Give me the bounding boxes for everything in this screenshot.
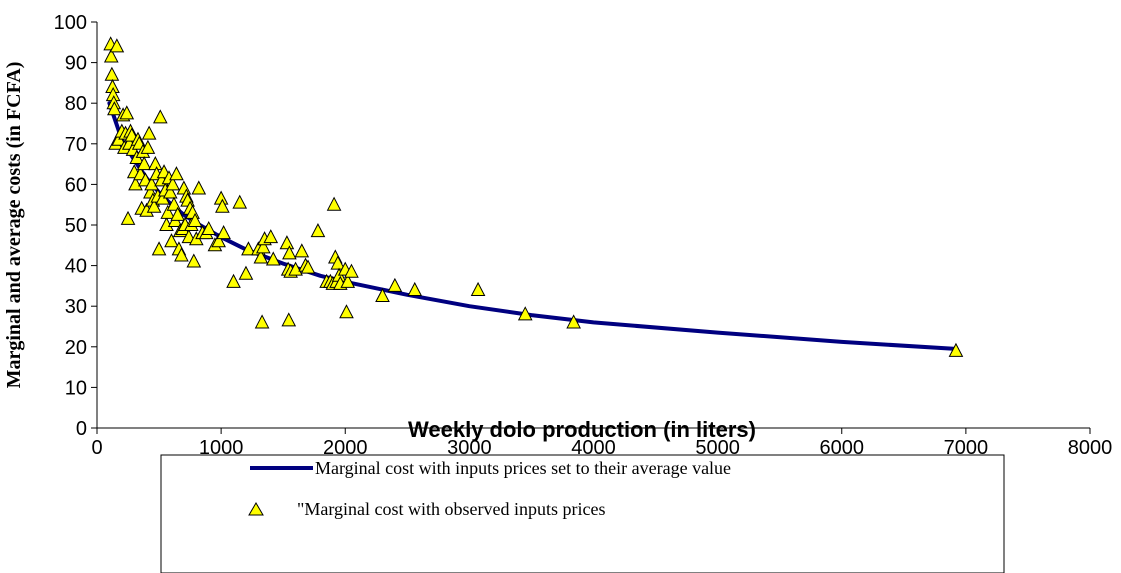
scatter-point bbox=[344, 263, 359, 278]
scatter-point bbox=[211, 233, 226, 248]
scatter-point bbox=[238, 265, 254, 280]
scatter-point bbox=[288, 261, 303, 276]
scatter-point bbox=[107, 101, 122, 116]
scatter-point bbox=[407, 281, 423, 296]
x-tick-label: 7000 bbox=[944, 437, 989, 459]
y-axis-title: Marginal and average costs (in FCFA) bbox=[3, 62, 25, 389]
y-tick-label: 90 bbox=[65, 53, 87, 75]
scatter-point bbox=[165, 176, 181, 191]
scatter-point bbox=[215, 198, 230, 213]
legend-box bbox=[160, 454, 1005, 573]
scatter-point bbox=[170, 206, 186, 221]
scatter-point bbox=[103, 48, 119, 63]
y-tick-label: 0 bbox=[76, 418, 87, 440]
scatter-point bbox=[162, 184, 178, 199]
scatter-point bbox=[470, 281, 486, 296]
scatter-point bbox=[160, 204, 176, 219]
x-tick-label: 6000 bbox=[820, 437, 865, 459]
y-axis-ticks: 0 10 20 30 40 50 60 70 80 90 100 bbox=[54, 12, 97, 440]
series-line-marginal-cost-average bbox=[107, 101, 956, 351]
x-tick-label: 4000 bbox=[571, 437, 616, 459]
line-series bbox=[107, 101, 956, 351]
scatter-point bbox=[187, 212, 203, 227]
scatter-point bbox=[109, 38, 125, 53]
scatter-point bbox=[140, 139, 156, 154]
x-tick-label: 8000 bbox=[1068, 437, 1113, 459]
scatter-point bbox=[216, 225, 231, 240]
scatter-point bbox=[176, 180, 192, 195]
y-tick-label: 80 bbox=[65, 93, 87, 115]
scatter-point bbox=[144, 176, 159, 191]
legend-label-line: Marginal cost with inputs prices set to … bbox=[315, 458, 731, 478]
scatter-point bbox=[282, 245, 297, 260]
scatter-point bbox=[174, 247, 189, 262]
y-tick-label: 20 bbox=[65, 337, 87, 359]
scatter-point bbox=[330, 255, 346, 270]
scatter-point bbox=[128, 176, 143, 191]
legend-triangle-swatch bbox=[248, 502, 264, 516]
scatter-point bbox=[186, 253, 202, 268]
scatter-point bbox=[166, 196, 182, 211]
scatter-point bbox=[281, 312, 297, 327]
scatter-point bbox=[148, 156, 163, 171]
scatter-point bbox=[191, 180, 207, 195]
y-tick-label: 50 bbox=[65, 215, 87, 237]
scatter-point bbox=[169, 166, 184, 181]
scatter-point bbox=[104, 66, 120, 81]
scatter-point bbox=[387, 277, 403, 292]
x-tick-label: 1000 bbox=[199, 437, 244, 459]
x-axis-ticks: 0 1000 2000 3000 4000 5000 6000 7000 8000 bbox=[91, 428, 1112, 459]
scatter-point bbox=[326, 196, 342, 211]
x-tick-label: 2000 bbox=[323, 437, 368, 459]
y-tick-label: 10 bbox=[65, 377, 87, 399]
scatter-point bbox=[201, 220, 217, 236]
legend: Marginal cost with inputs prices set to … bbox=[160, 454, 1005, 573]
scatter-point bbox=[279, 235, 295, 250]
scatter-point bbox=[119, 105, 135, 120]
scatter-point bbox=[232, 194, 248, 209]
x-axis-title: Weekly dolo production (in liters) bbox=[408, 417, 756, 442]
y-tick-label: 70 bbox=[65, 134, 87, 156]
scatter-point bbox=[152, 109, 168, 124]
scatter-series bbox=[103, 36, 964, 357]
scatter-point bbox=[241, 241, 256, 256]
scatter-point bbox=[226, 273, 241, 288]
y-tick-label: 100 bbox=[54, 12, 87, 34]
scatter-point bbox=[300, 259, 316, 274]
scatter-point bbox=[375, 287, 390, 303]
scatter-point bbox=[254, 314, 270, 329]
scatter-point bbox=[253, 249, 269, 264]
axes bbox=[96, 22, 1090, 429]
legend-label-scatter: "Marginal cost with observed inputs pric… bbox=[297, 499, 605, 519]
scatter-point bbox=[164, 233, 179, 248]
scatter-point bbox=[566, 314, 581, 329]
x-tick-label: 3000 bbox=[447, 437, 492, 459]
scatter-point bbox=[120, 210, 136, 225]
scatter-point bbox=[141, 125, 157, 140]
x-tick-label: 5000 bbox=[695, 437, 740, 459]
scatter-point bbox=[340, 273, 356, 288]
scatter-point bbox=[151, 241, 167, 256]
scatter-point bbox=[339, 304, 354, 319]
scatter-point bbox=[136, 156, 152, 171]
scatter-point bbox=[517, 306, 533, 321]
x-tick-label: 0 bbox=[91, 437, 102, 459]
scatter-point bbox=[294, 243, 310, 258]
scatter-point bbox=[263, 229, 279, 244]
scatter-point bbox=[265, 251, 281, 266]
scatter-point bbox=[146, 198, 162, 213]
y-tick-label: 60 bbox=[65, 174, 87, 196]
scatter-point bbox=[256, 239, 271, 254]
scatter-point bbox=[310, 223, 326, 238]
scatter-point bbox=[948, 342, 964, 357]
y-tick-label: 40 bbox=[65, 256, 87, 278]
y-tick-label: 30 bbox=[65, 296, 87, 318]
